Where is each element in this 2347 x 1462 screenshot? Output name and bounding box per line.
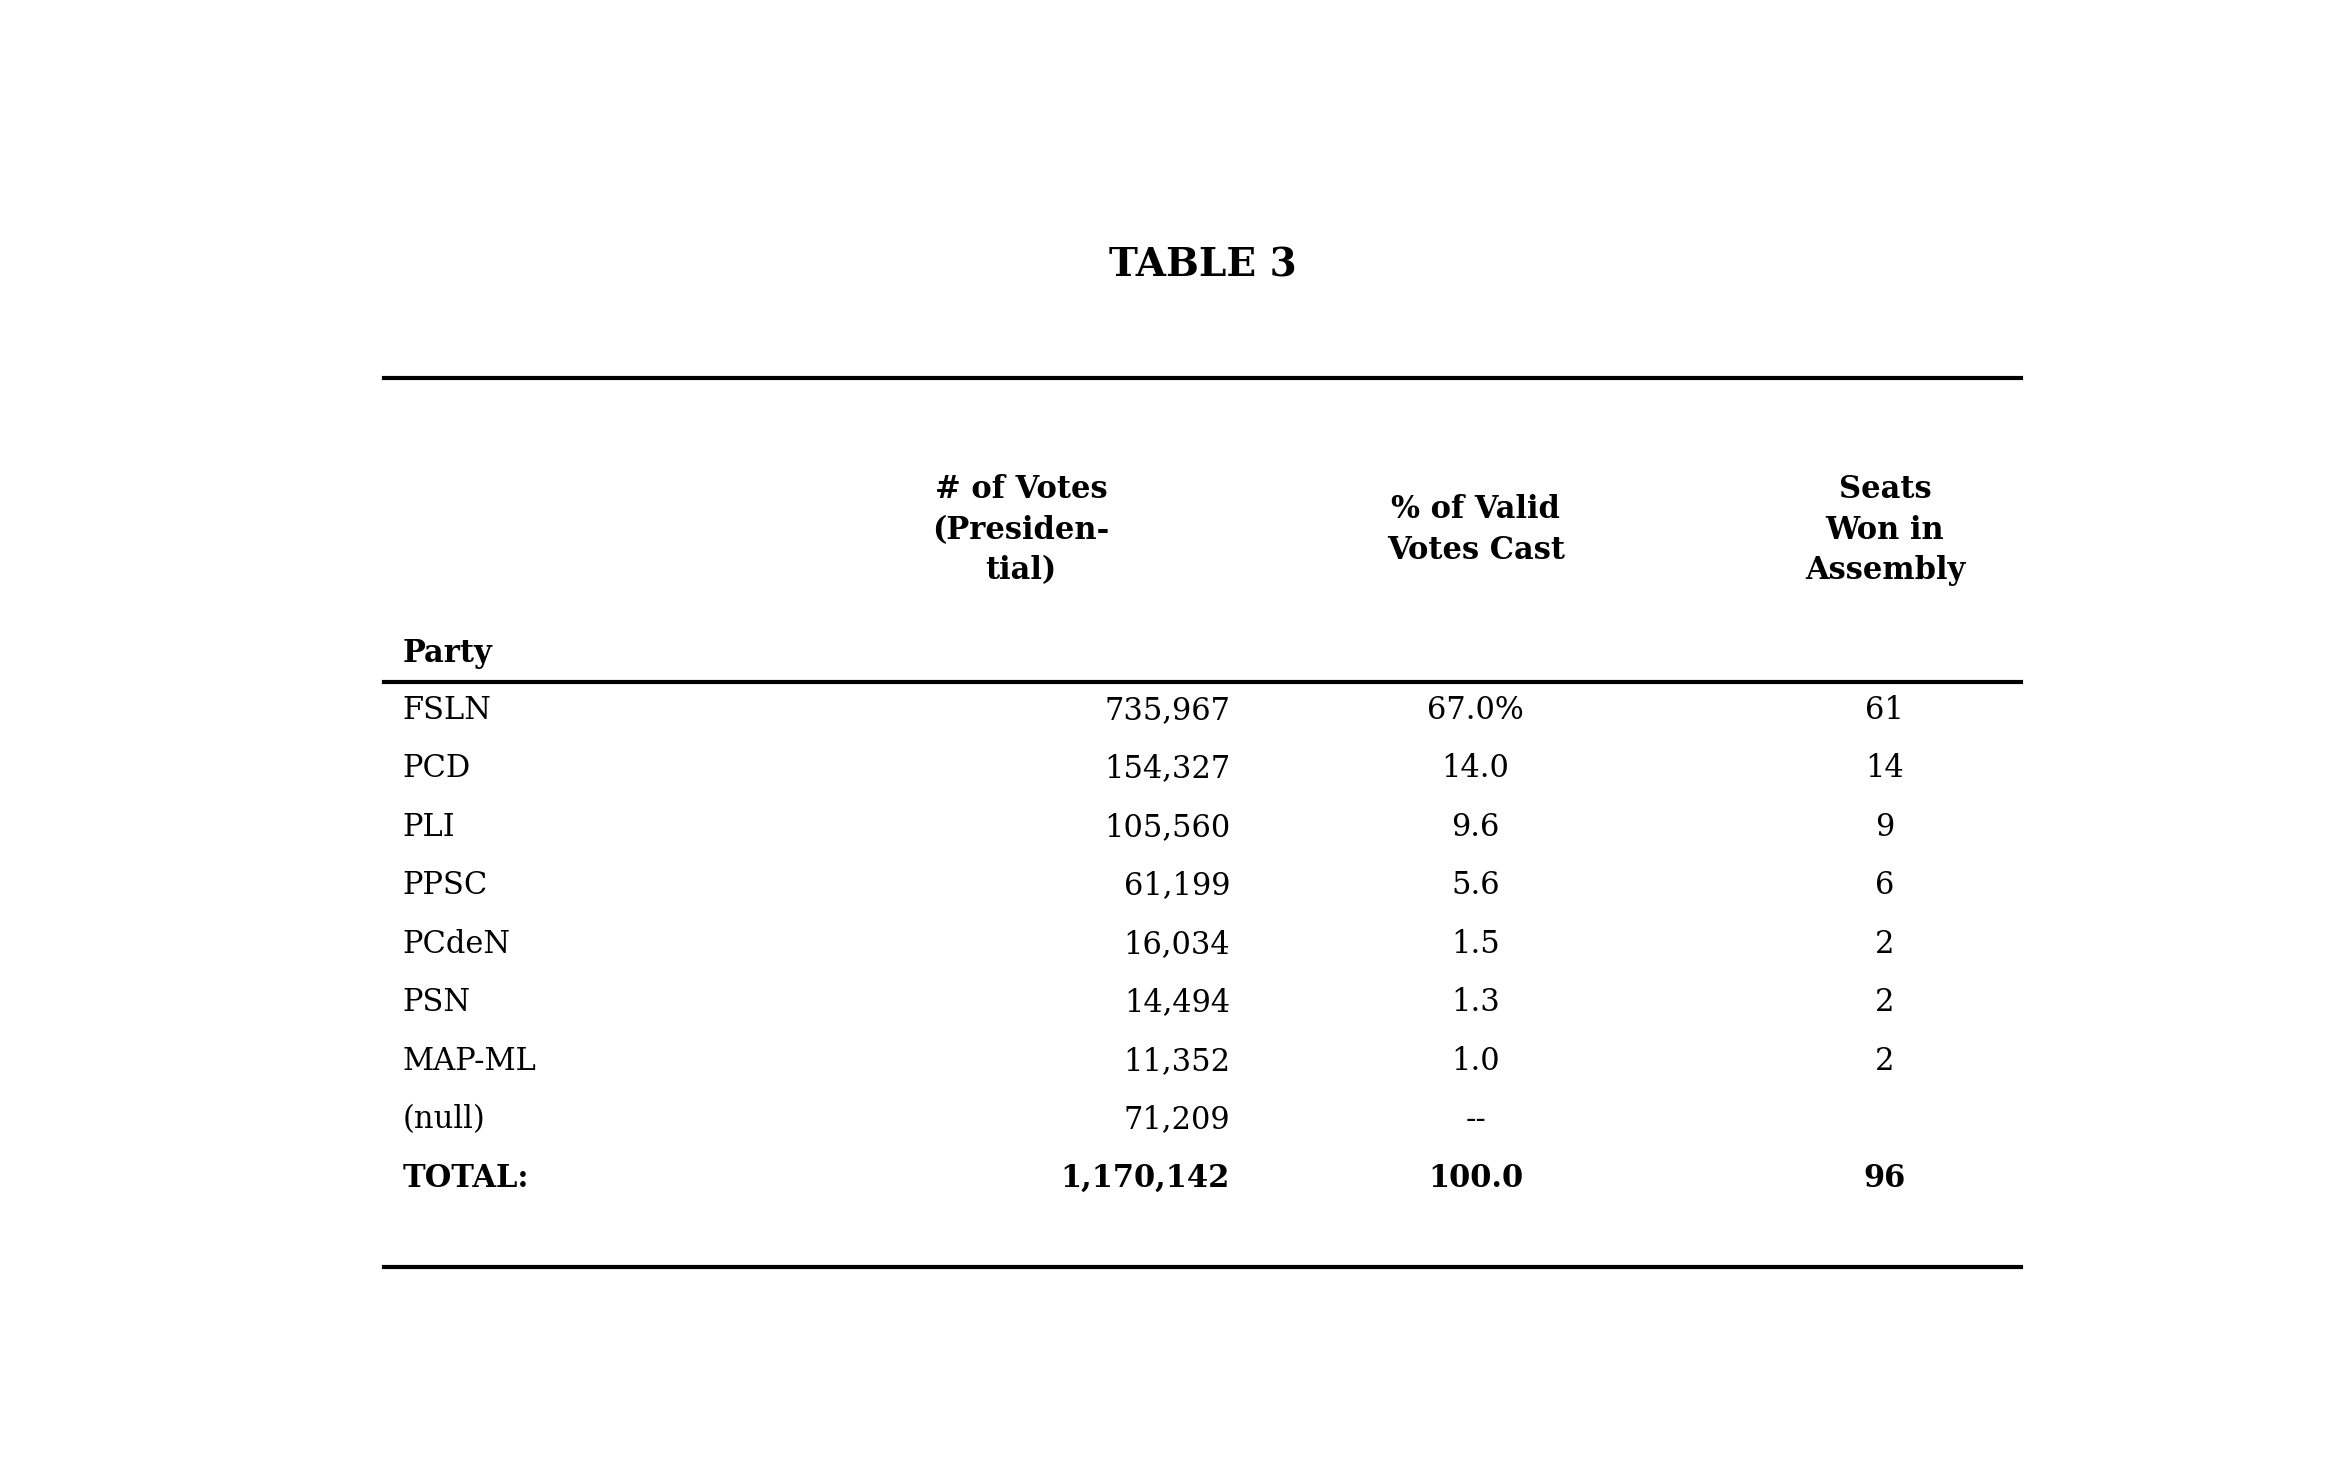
Text: 14.0: 14.0 xyxy=(1441,753,1509,784)
Text: PPSC: PPSC xyxy=(404,870,488,901)
Text: 61,199: 61,199 xyxy=(1124,870,1230,901)
Text: 735,967: 735,967 xyxy=(1103,694,1230,725)
Text: 6: 6 xyxy=(1875,870,1894,901)
Text: 1,170,142: 1,170,142 xyxy=(1061,1162,1230,1194)
Text: 14,494: 14,494 xyxy=(1124,987,1230,1019)
Text: PCdeN: PCdeN xyxy=(404,928,512,961)
Text: 1.5: 1.5 xyxy=(1450,928,1500,961)
Text: % of Valid
Votes Cast: % of Valid Votes Cast xyxy=(1387,494,1565,566)
Text: 5.6: 5.6 xyxy=(1450,870,1500,901)
Text: 100.0: 100.0 xyxy=(1427,1162,1523,1194)
Text: 2: 2 xyxy=(1875,1045,1894,1077)
Text: MAP-ML: MAP-ML xyxy=(404,1045,537,1077)
Text: FSLN: FSLN xyxy=(404,694,491,725)
Text: 154,327: 154,327 xyxy=(1103,753,1230,784)
Text: 2: 2 xyxy=(1875,928,1894,961)
Text: 61: 61 xyxy=(1866,694,1903,725)
Text: 96: 96 xyxy=(1864,1162,1906,1194)
Text: 1.0: 1.0 xyxy=(1450,1045,1500,1077)
Text: 9: 9 xyxy=(1875,811,1894,842)
Text: Party: Party xyxy=(404,637,493,668)
Text: PLI: PLI xyxy=(404,811,455,842)
Text: 11,352: 11,352 xyxy=(1122,1045,1230,1077)
Text: 71,209: 71,209 xyxy=(1124,1104,1230,1136)
Text: PCD: PCD xyxy=(404,753,472,784)
Text: TABLE 3: TABLE 3 xyxy=(1110,247,1296,285)
Text: 1.3: 1.3 xyxy=(1450,987,1500,1019)
Text: # of Votes
(Presiden-
tial): # of Votes (Presiden- tial) xyxy=(932,474,1110,586)
Text: 105,560: 105,560 xyxy=(1103,811,1230,842)
Text: 67.0%: 67.0% xyxy=(1427,694,1523,725)
Text: TOTAL:: TOTAL: xyxy=(404,1162,528,1194)
Text: (null): (null) xyxy=(404,1104,486,1136)
Text: PSN: PSN xyxy=(404,987,472,1019)
Text: --: -- xyxy=(1465,1104,1486,1136)
Text: 9.6: 9.6 xyxy=(1450,811,1500,842)
Text: 16,034: 16,034 xyxy=(1124,928,1230,961)
Text: 14: 14 xyxy=(1866,753,1903,784)
Text: Seats
Won in
Assembly: Seats Won in Assembly xyxy=(1805,474,1964,586)
Text: 2: 2 xyxy=(1875,987,1894,1019)
